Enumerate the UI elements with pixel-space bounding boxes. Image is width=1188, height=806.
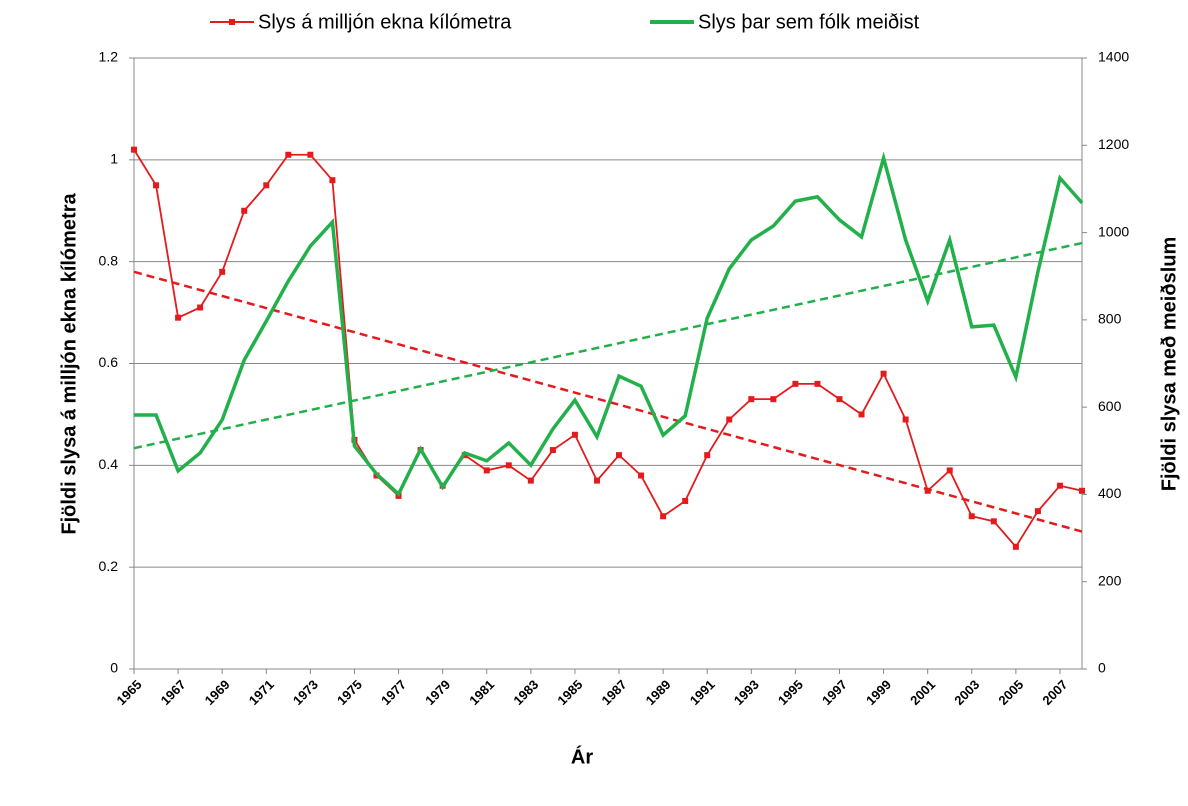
marker <box>990 518 997 525</box>
marker <box>285 151 292 158</box>
marker <box>726 416 733 423</box>
y-axis-title: Fjöldi slysa á milljón ekna kílómetra <box>58 193 80 535</box>
legend-label: Slys á milljón ekna kílómetra <box>258 11 512 33</box>
x-tick-label: 1967 <box>158 677 189 708</box>
marker <box>263 182 270 189</box>
y2-tick-label: 400 <box>1098 485 1122 501</box>
x-tick-label: 1973 <box>290 677 321 708</box>
marker <box>1034 508 1041 515</box>
y-tick-label: 1.2 <box>99 49 119 65</box>
marker <box>638 472 645 479</box>
marker <box>836 396 843 403</box>
series-line <box>133 149 1083 549</box>
marker <box>241 207 248 214</box>
marker <box>1079 487 1085 494</box>
y2-tick-label: 1000 <box>1098 223 1129 239</box>
x-tick-label: 1995 <box>775 677 806 708</box>
x-tick-label: 1991 <box>687 677 718 708</box>
x-tick-label: 1971 <box>246 677 277 708</box>
y2-tick-label: 0 <box>1098 660 1106 676</box>
x-tick-label: 1969 <box>202 677 233 708</box>
x-tick-label: 1965 <box>113 677 144 708</box>
marker <box>593 477 600 484</box>
x-tick-label: 1997 <box>819 677 850 708</box>
x-tick-label: 1985 <box>554 677 585 708</box>
marker <box>770 396 777 403</box>
marker <box>858 411 865 418</box>
trendline <box>133 270 1083 533</box>
marker <box>571 431 578 438</box>
marker <box>219 268 226 275</box>
x-tick-label: 1979 <box>422 677 453 708</box>
y2-tick-label: 800 <box>1098 311 1122 327</box>
marker <box>307 151 314 158</box>
legend-marker <box>229 19 235 25</box>
y-tick-label: 1 <box>110 151 118 167</box>
x-axis-title: Ár <box>571 745 593 768</box>
marker <box>329 177 336 184</box>
marker <box>682 497 689 504</box>
x-tick-label: 1989 <box>643 677 674 708</box>
marker <box>792 380 799 387</box>
marker <box>704 452 711 459</box>
series-line <box>134 151 1084 497</box>
marker <box>1056 482 1063 489</box>
x-tick-label: 2001 <box>907 677 938 708</box>
marker <box>505 462 512 469</box>
y2-tick-label: 1400 <box>1098 49 1129 65</box>
marker <box>549 447 556 454</box>
marker <box>946 467 953 474</box>
y-tick-label: 0.6 <box>99 354 119 370</box>
x-tick-label: 2007 <box>1039 677 1070 708</box>
trendline <box>133 241 1083 450</box>
marker <box>131 146 137 153</box>
marker <box>748 396 755 403</box>
marker <box>880 370 887 377</box>
legend-label: Slys þar sem fólk meiðist <box>698 11 920 33</box>
y2-tick-label: 1200 <box>1098 136 1129 152</box>
x-tick-label: 1983 <box>510 677 541 708</box>
y-tick-label: 0 <box>110 660 118 676</box>
x-tick-label: 1981 <box>466 677 497 708</box>
marker <box>483 467 490 474</box>
x-tick-label: 2003 <box>951 677 982 708</box>
y2-axis-title: Fjöldi slysa með meiðslum <box>1158 237 1180 492</box>
marker <box>153 182 160 189</box>
x-tick-label: 1975 <box>334 677 365 708</box>
marker <box>616 452 623 459</box>
marker <box>814 380 821 387</box>
marker <box>527 477 534 484</box>
x-tick-label: 1993 <box>731 677 762 708</box>
x-tick-label: 1977 <box>378 677 409 708</box>
y-tick-label: 0.4 <box>99 456 119 472</box>
marker <box>660 513 667 520</box>
marker <box>902 416 909 423</box>
marker <box>175 314 182 321</box>
x-tick-label: 2005 <box>995 677 1026 708</box>
y2-tick-label: 200 <box>1098 572 1122 588</box>
marker <box>197 304 204 311</box>
x-tick-label: 1999 <box>863 677 894 708</box>
x-tick-label: 1987 <box>599 677 630 708</box>
marker <box>1012 543 1019 550</box>
y-tick-label: 0.2 <box>99 558 119 574</box>
marker <box>968 513 975 520</box>
y-tick-label: 0.8 <box>99 252 119 268</box>
y2-tick-label: 600 <box>1098 398 1122 414</box>
marker <box>924 487 931 494</box>
